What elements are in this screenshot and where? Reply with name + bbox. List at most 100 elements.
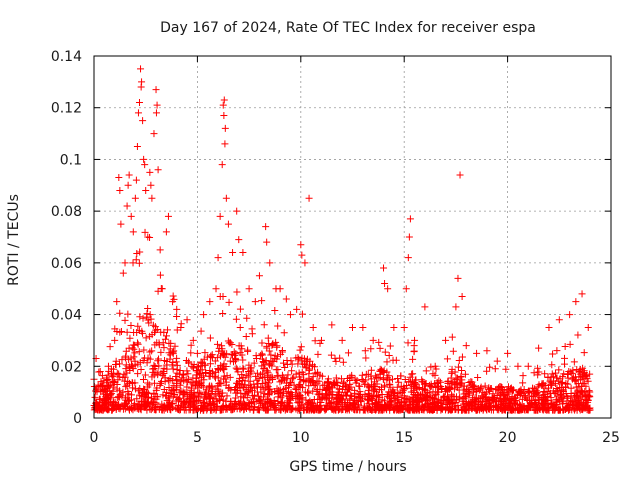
data-point	[531, 397, 539, 405]
data-point-peak	[150, 130, 158, 138]
data-point-peak	[119, 388, 127, 396]
data-point-peak	[359, 324, 367, 331]
data-point	[254, 392, 262, 400]
data-point	[452, 375, 460, 383]
data-point	[292, 405, 300, 413]
data-point	[507, 406, 515, 414]
data-point	[159, 391, 167, 399]
data-point	[235, 378, 243, 386]
data-point-peak	[417, 391, 425, 399]
data-point	[548, 361, 556, 369]
data-point	[582, 382, 590, 390]
data-point	[169, 387, 177, 395]
data-point	[556, 383, 564, 391]
data-point	[116, 328, 124, 336]
data-point	[480, 394, 488, 402]
data-point	[533, 406, 541, 414]
data-point	[267, 358, 275, 366]
data-point	[129, 384, 137, 392]
data-point	[491, 401, 499, 409]
data-point	[314, 350, 322, 358]
data-point	[257, 399, 265, 407]
data-point	[421, 380, 429, 388]
data-point-peak	[504, 349, 512, 357]
data-point	[200, 394, 208, 402]
data-point	[248, 402, 256, 410]
data-point	[568, 397, 576, 405]
data-point-peak	[541, 388, 549, 396]
data-point	[287, 357, 295, 365]
data-point	[208, 406, 216, 414]
data-point	[304, 388, 312, 396]
data-point	[187, 349, 195, 357]
data-point	[385, 351, 393, 359]
data-point-peak	[276, 285, 284, 293]
data-point	[187, 386, 195, 394]
data-point	[129, 259, 137, 267]
data-point	[300, 406, 308, 414]
data-point	[574, 331, 582, 339]
data-point	[257, 383, 265, 391]
data-point	[124, 388, 132, 396]
x-tick-label: 10	[292, 430, 310, 446]
data-point	[221, 353, 229, 361]
data-point-peak	[555, 316, 563, 324]
data-point	[451, 381, 459, 389]
data-point	[236, 324, 244, 331]
data-point	[124, 378, 132, 386]
data-point	[329, 380, 337, 388]
data-point	[297, 343, 305, 351]
data-point	[183, 383, 191, 391]
data-point	[565, 404, 573, 412]
data-point	[239, 356, 247, 364]
data-point-peak	[231, 386, 239, 394]
data-point	[458, 367, 466, 375]
data-point	[367, 381, 375, 389]
data-point	[530, 369, 538, 377]
data-point	[311, 337, 319, 345]
data-point	[306, 357, 314, 365]
data-point	[130, 353, 138, 361]
data-point	[278, 376, 286, 384]
data-point	[277, 399, 285, 407]
data-point	[186, 395, 194, 403]
data-point	[505, 399, 513, 407]
data-point-peak	[305, 194, 313, 202]
data-point	[121, 316, 129, 324]
data-point	[397, 372, 405, 380]
data-point	[149, 399, 157, 407]
data-point	[238, 345, 246, 353]
data-point	[477, 401, 485, 409]
data-point-peak	[293, 305, 301, 313]
data-point	[231, 351, 239, 359]
data-point	[337, 394, 345, 402]
data-point	[176, 367, 184, 375]
data-point	[375, 338, 383, 346]
data-point	[292, 385, 300, 393]
data-point	[233, 288, 241, 296]
data-point	[157, 369, 165, 377]
data-point	[135, 326, 143, 334]
data-point	[134, 322, 142, 330]
data-point	[455, 395, 463, 403]
data-point	[266, 373, 274, 381]
data-point	[316, 371, 324, 379]
data-point	[362, 370, 370, 378]
data-point	[340, 400, 348, 408]
data-point-peak	[133, 143, 141, 150]
data-point	[346, 373, 354, 381]
data-point	[353, 406, 361, 414]
data-point-peak	[162, 228, 170, 236]
data-point	[131, 379, 139, 387]
data-point	[248, 330, 256, 338]
data-point-peak	[380, 264, 388, 272]
data-point	[360, 402, 368, 410]
data-point	[169, 365, 177, 373]
data-point	[409, 382, 417, 390]
data-point	[534, 364, 542, 372]
data-point	[419, 395, 427, 403]
data-point	[351, 393, 359, 401]
data-point-peak	[572, 298, 580, 306]
data-point	[136, 358, 144, 366]
data-point	[287, 406, 295, 414]
